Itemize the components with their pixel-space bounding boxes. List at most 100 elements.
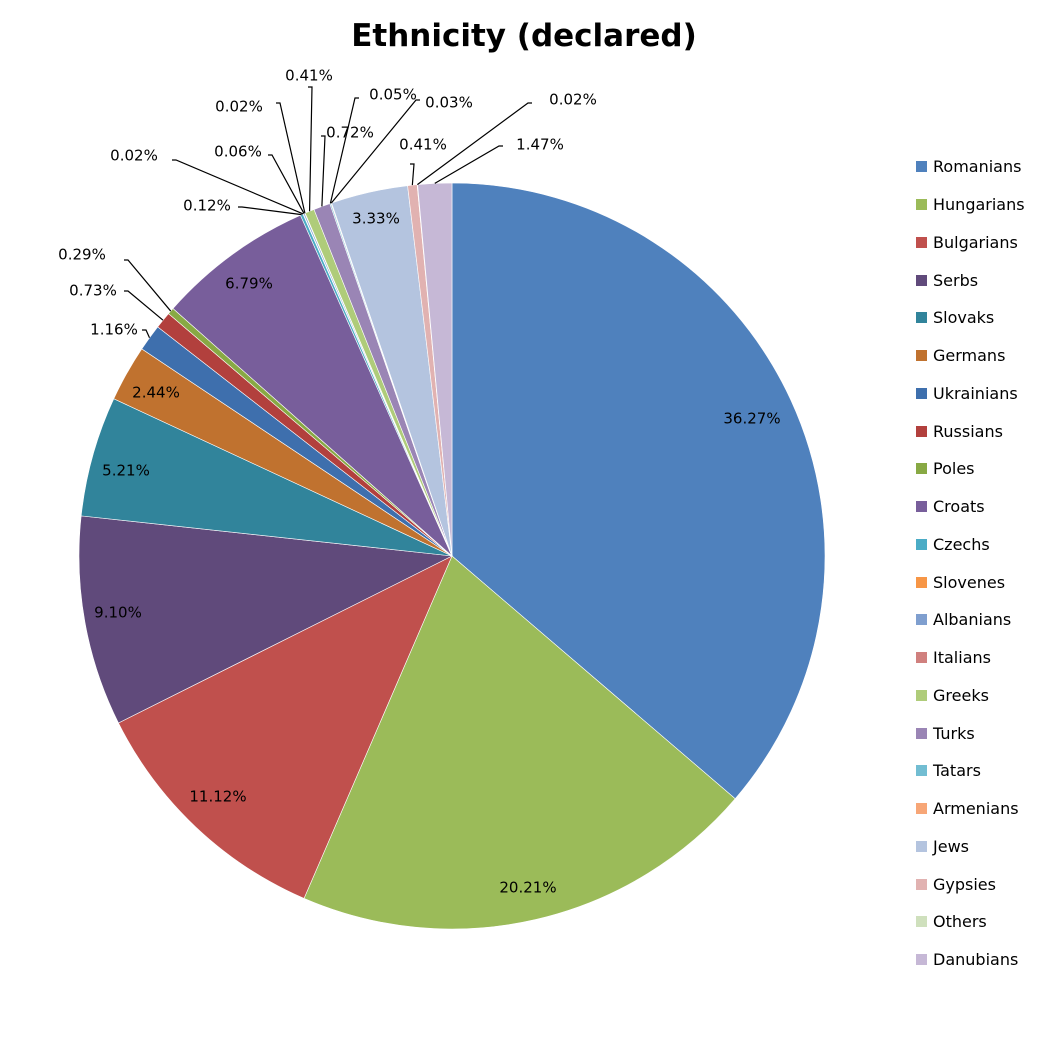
data-label-ukrainians: 1.16% <box>90 321 138 339</box>
data-labels: 36.27% 20.21% 11.12% 9.10% 5.21% 2.44% 1.16% 0.… <box>58 67 780 897</box>
data-label-russians: 0.73% <box>69 282 117 300</box>
legend-item-serbs: Serbs <box>916 261 1046 299</box>
legend-item-russians: Russians <box>916 412 1046 450</box>
leader-line-armenians <box>330 99 420 204</box>
data-label-albanians: 0.06% <box>214 143 262 161</box>
legend-item-greeks: Greeks <box>916 677 1046 715</box>
pie-slice-serbs <box>78 515 454 724</box>
legend-label: Turks <box>933 723 975 743</box>
legend-label: Others <box>933 912 987 932</box>
leader-line-italians <box>276 102 306 214</box>
legend-swatch <box>916 274 927 286</box>
leader-line-danubians <box>434 145 503 184</box>
legend-swatch <box>916 614 927 626</box>
data-label-hungarians: 20.21% <box>499 879 556 897</box>
legend-item-slovaks: Slovaks <box>916 299 1046 337</box>
leader-line-albanians <box>268 154 305 214</box>
legend-label: Ukrainians <box>933 383 1018 403</box>
legend-label: Slovaks <box>933 308 995 328</box>
legend-label: Italians <box>933 648 991 668</box>
data-label-italians: 0.02% <box>215 98 263 116</box>
data-label-armenians: 0.03% <box>425 94 473 112</box>
legend-item-italians: Italians <box>916 639 1046 677</box>
legend-swatch <box>916 350 927 362</box>
legend-item-gypsies: Gypsies <box>916 865 1046 903</box>
leader-line-russians <box>124 290 164 321</box>
leader-line-gypsies <box>410 163 415 186</box>
legend-item-armenians: Armenians <box>916 790 1046 828</box>
legend-label: Armenians <box>933 799 1019 819</box>
legend-swatch <box>916 916 927 928</box>
legend-item-bulgarians: Bulgarians <box>916 224 1046 262</box>
legend-item-tatars: Tatars <box>916 752 1046 790</box>
data-label-serbs: 9.10% <box>94 604 142 622</box>
legend-item-albanians: Albanians <box>916 601 1046 639</box>
data-label-slovenes: 0.02% <box>110 147 158 165</box>
legend-item-hungarians: Hungarians <box>916 186 1046 224</box>
leader-line-slovenes <box>172 159 304 215</box>
legend-swatch <box>916 840 927 852</box>
data-label-poles: 0.29% <box>58 246 106 264</box>
data-label-greeks: 0.41% <box>285 67 333 85</box>
legend-item-germans: Germans <box>916 337 1046 375</box>
chart-title: Ethnicity (declared) <box>351 18 697 54</box>
legend-swatch <box>916 199 927 211</box>
legend-item-others: Others <box>916 903 1046 941</box>
leader-line-others <box>417 102 532 186</box>
legend-label: Tatars <box>933 761 981 781</box>
data-label-jews: 3.33% <box>352 210 400 228</box>
pie-slices <box>78 182 826 930</box>
leader-line-ukrainians <box>142 329 151 339</box>
pie-slice-croats <box>172 214 453 557</box>
legend-label: Russians <box>933 421 1003 441</box>
legend-swatch <box>916 803 927 815</box>
data-label-gypsies: 0.41% <box>399 136 447 154</box>
legend-item-ukrainians: Ukrainians <box>916 375 1046 413</box>
leader-line-greeks <box>308 86 313 212</box>
legend-swatch <box>916 727 927 739</box>
legend-label: Serbs <box>933 270 979 290</box>
leader-line-turks <box>321 135 326 207</box>
legend-label: Jews <box>933 836 969 856</box>
data-label-romanians: 36.27% <box>723 410 780 428</box>
legend-swatch <box>916 689 927 701</box>
data-label-slovaks: 5.21% <box>102 462 150 480</box>
legend-label: Croats <box>933 497 985 517</box>
legend-swatch <box>916 236 927 248</box>
legend-swatch <box>916 312 927 324</box>
legend-item-czechs: Czechs <box>916 526 1046 564</box>
legend-label: Bulgarians <box>933 232 1018 252</box>
legend-item-turks: Turks <box>916 714 1046 752</box>
legend-label: Danubians <box>933 950 1019 970</box>
legend-swatch <box>916 387 927 399</box>
legend-swatch <box>916 161 927 173</box>
legend-swatch <box>916 878 927 890</box>
legend-swatch <box>916 576 927 588</box>
legend-item-slovenes: Slovenes <box>916 563 1046 601</box>
data-label-germans: 2.44% <box>132 384 180 402</box>
legend-item-danubians: Danubians <box>916 941 1046 979</box>
data-label-danubians: 1.47% <box>516 136 564 154</box>
data-label-turks: 0.72% <box>326 124 374 142</box>
legend-label: Hungarians <box>933 195 1025 215</box>
legend-label: Romanians <box>933 157 1022 177</box>
legend-item-jews: Jews <box>916 828 1046 866</box>
legend-swatch <box>916 538 927 550</box>
leader-line-tatars <box>329 97 359 204</box>
legend-label: Germans <box>933 346 1006 366</box>
legend-label: Albanians <box>933 610 1012 630</box>
data-label-others: 0.02% <box>549 91 597 109</box>
data-label-czechs: 0.12% <box>183 197 231 215</box>
legend-label: Czechs <box>933 534 990 554</box>
legend-item-romanians: Romanians <box>916 148 1046 186</box>
leader-line-poles <box>124 259 172 312</box>
legend-label: Gypsies <box>933 874 996 894</box>
legend-swatch <box>916 463 927 475</box>
legend-label: Greeks <box>933 685 989 705</box>
pie-slice-romanians <box>451 182 826 800</box>
legend-swatch <box>916 501 927 513</box>
legend-swatch <box>916 765 927 777</box>
legend-label: Poles <box>933 459 975 479</box>
legend-item-poles: Poles <box>916 450 1046 488</box>
